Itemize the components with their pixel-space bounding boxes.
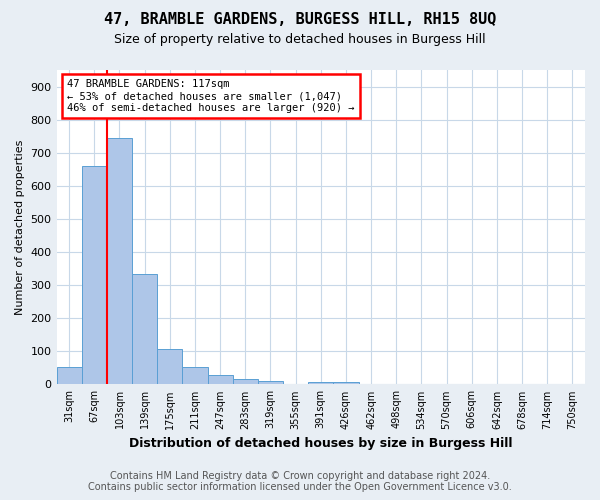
Y-axis label: Number of detached properties: Number of detached properties [15,140,25,315]
Bar [82,166,107,384]
Bar [157,348,182,384]
Bar [233,380,258,384]
Bar [308,382,334,384]
Text: 47 BRAMBLE GARDENS: 117sqm
← 53% of detached houses are smaller (1,047)
46% of s: 47 BRAMBLE GARDENS: 117sqm ← 53% of deta… [67,80,355,112]
Text: 47, BRAMBLE GARDENS, BURGESS HILL, RH15 8UQ: 47, BRAMBLE GARDENS, BURGESS HILL, RH15 … [104,12,496,28]
Bar [56,367,82,384]
Text: Contains HM Land Registry data © Crown copyright and database right 2024.
Contai: Contains HM Land Registry data © Crown c… [88,471,512,492]
Bar [182,367,208,384]
Bar [208,376,233,384]
Bar [334,382,359,384]
Bar [132,274,157,384]
Bar [258,381,283,384]
Bar [107,138,132,384]
X-axis label: Distribution of detached houses by size in Burgess Hill: Distribution of detached houses by size … [129,437,512,450]
Text: Size of property relative to detached houses in Burgess Hill: Size of property relative to detached ho… [114,32,486,46]
